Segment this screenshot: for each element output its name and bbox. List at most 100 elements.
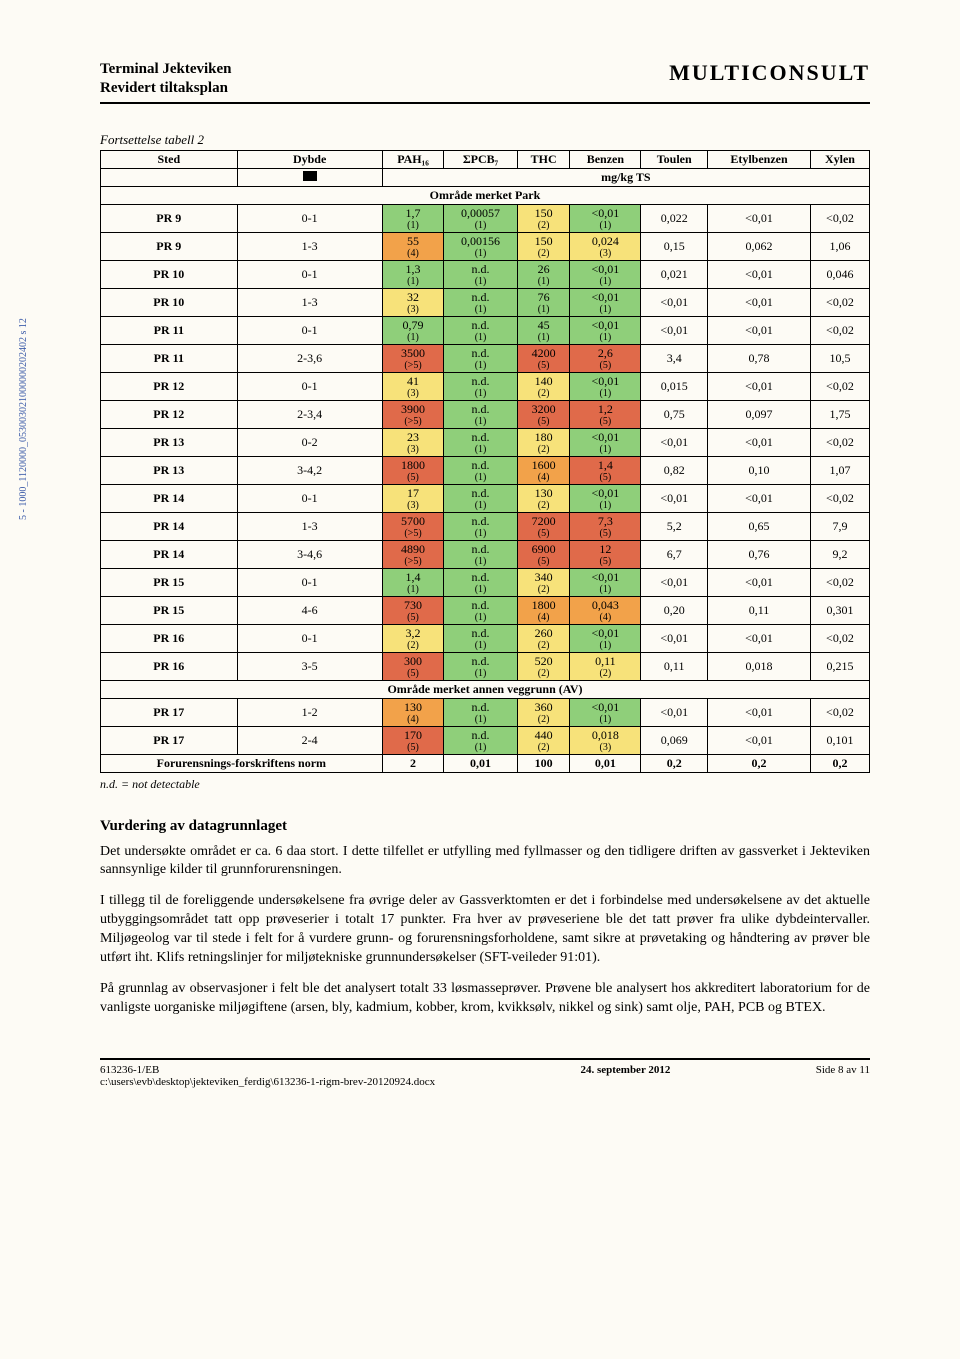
cell-value: <0,01(1) [570, 204, 641, 232]
col-toulen: Toulen [641, 150, 708, 168]
cell-value: <0,02 [810, 698, 869, 726]
table-row: PR 110-10,79(1)n.d.(1)45(1)<0,01(1)<0,01… [101, 316, 870, 344]
col-pah: PAH₁₆ [382, 150, 444, 168]
cell-value: <0,01 [641, 568, 708, 596]
cell-sted: PR 9 [101, 232, 238, 260]
cell-sted: PR 17 [101, 698, 238, 726]
cell-sted: PR 16 [101, 624, 238, 652]
cell-value: <0,01 [708, 288, 811, 316]
cell-value: 5,2 [641, 512, 708, 540]
cell-value: 1,3(1) [382, 260, 444, 288]
cell-value: <0,01 [708, 698, 811, 726]
cell-value: 4890(>5) [382, 540, 444, 568]
cell-value: 7200(5) [517, 512, 570, 540]
table-row: PR 91-355(4)0,00156(1)150(2)0,024(3)0,15… [101, 232, 870, 260]
table-row: PR 172-4170(5)n.d.(1)440(2)0,018(3)0,069… [101, 726, 870, 754]
cell-value: 300(5) [382, 652, 444, 680]
cell-value: 1,2(5) [570, 400, 641, 428]
cell-value: <0,01(1) [570, 624, 641, 652]
table-row: PR 100-11,3(1)n.d.(1)26(1)<0,01(1)0,021<… [101, 260, 870, 288]
cell-value: 360(2) [517, 698, 570, 726]
cell-value: 0,043(4) [570, 596, 641, 624]
table-row: PR 101-332(3)n.d.(1)76(1)<0,01(1)<0,01<0… [101, 288, 870, 316]
cell-value: 9,2 [810, 540, 869, 568]
cell-dybde: 2-3,6 [237, 344, 382, 372]
footer-path: c:\users\evb\desktop\jekteviken_ferdig\6… [100, 1076, 435, 1088]
col-benzen: Benzen [570, 150, 641, 168]
cell-value: n.d.(1) [444, 260, 517, 288]
cell-dybde: 0-1 [237, 484, 382, 512]
section-row: Område merket annen veggrunn (AV) [101, 680, 870, 698]
header-company: MULTICONSULT [669, 60, 870, 86]
cell-value: <0,01(1) [570, 260, 641, 288]
cell-value: 3,4 [641, 344, 708, 372]
cell-sted: PR 17 [101, 726, 238, 754]
cell-value: 0,215 [810, 652, 869, 680]
cell-value: 10,5 [810, 344, 869, 372]
cell-value: 6,7 [641, 540, 708, 568]
cell-value: 730(5) [382, 596, 444, 624]
cell-value: <0,01 [708, 316, 811, 344]
norm-label: Forurensnings-forskriftens norm [101, 754, 383, 772]
cell-value: n.d.(1) [444, 568, 517, 596]
black-square-icon [303, 171, 317, 181]
cell-value: <0,01 [641, 316, 708, 344]
cell-value: <0,01(1) [570, 698, 641, 726]
cell-value: 0,018 [708, 652, 811, 680]
table-row: PR 90-11,7(1)0,00057(1)150(2)<0,01(1)0,0… [101, 204, 870, 232]
cell-value: n.d.(1) [444, 540, 517, 568]
cell-sted: PR 14 [101, 540, 238, 568]
cell-value: 130(2) [517, 484, 570, 512]
cell-value: 0,76 [708, 540, 811, 568]
cell-value: n.d.(1) [444, 372, 517, 400]
cell-value: 3900(>5) [382, 400, 444, 428]
cell-sted: PR 12 [101, 372, 238, 400]
footer-page: Side 8 av 11 [816, 1064, 870, 1088]
cell-value: 0,11(2) [570, 652, 641, 680]
table-row: PR 143-4,64890(>5)n.d.(1)6900(5)12(5)6,7… [101, 540, 870, 568]
section-row: Område merket Park [101, 186, 870, 204]
header-title-2: Revidert tiltaksplan [100, 79, 232, 98]
norm-value: 0,01 [570, 754, 641, 772]
cell-value: 0,097 [708, 400, 811, 428]
cell-value: n.d.(1) [444, 512, 517, 540]
col-xylen: Xylen [810, 150, 869, 168]
table-footnote: n.d. = not detectable [100, 777, 870, 792]
cell-value: 0,022 [641, 204, 708, 232]
cell-value: 0,11 [641, 652, 708, 680]
cell-value: 0,00156(1) [444, 232, 517, 260]
table-row: PR 122-3,43900(>5)n.d.(1)3200(5)1,2(5)0,… [101, 400, 870, 428]
table-head: Sted Dybde PAH₁₆ ΣPCB₇ THC Benzen Toulen… [101, 150, 870, 186]
cell-value: 0,101 [810, 726, 869, 754]
cell-value: 0,069 [641, 726, 708, 754]
cell-sted: PR 11 [101, 316, 238, 344]
cell-value: 32(3) [382, 288, 444, 316]
cell-value: 3,2(2) [382, 624, 444, 652]
cell-value: 130(4) [382, 698, 444, 726]
cell-dybde: 0-1 [237, 624, 382, 652]
cell-value: 76(1) [517, 288, 570, 316]
cell-value: <0,01(1) [570, 568, 641, 596]
unit-row: mg/kg TS [382, 168, 869, 186]
cell-value: 0,65 [708, 512, 811, 540]
cell-value: n.d.(1) [444, 652, 517, 680]
cell-dybde: 0-1 [237, 568, 382, 596]
section-title: Område merket annen veggrunn (AV) [101, 680, 870, 698]
cell-value: 1,7(1) [382, 204, 444, 232]
cell-sted: PR 9 [101, 204, 238, 232]
col-sted-blank [101, 168, 238, 186]
cell-value: 0,15 [641, 232, 708, 260]
cell-dybde: 3-5 [237, 652, 382, 680]
cell-value: 0,79(1) [382, 316, 444, 344]
paragraph-2: I tillegg til de foreliggende undersøkel… [100, 892, 870, 968]
cell-value: 0,046 [810, 260, 869, 288]
cell-sted: PR 12 [101, 400, 238, 428]
norm-value: 0,2 [810, 754, 869, 772]
cell-value: 0,062 [708, 232, 811, 260]
table-row: PR 171-2130(4)n.d.(1)360(2)<0,01(1)<0,01… [101, 698, 870, 726]
cell-dybde: 0-2 [237, 428, 382, 456]
cell-dybde: 0-1 [237, 316, 382, 344]
cell-value: 3500(>5) [382, 344, 444, 372]
paragraph-1: Det undersøkte området er ca. 6 daa stor… [100, 843, 870, 881]
section-title: Område merket Park [101, 186, 870, 204]
